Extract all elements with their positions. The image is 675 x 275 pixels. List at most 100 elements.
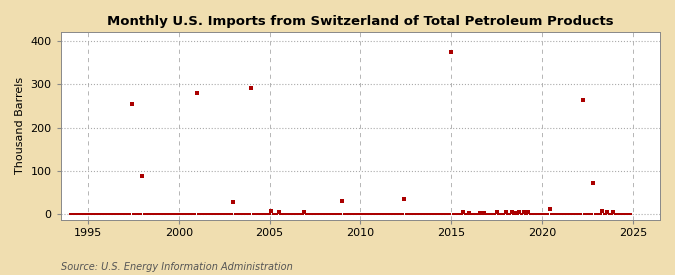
- Point: [344, 212, 355, 217]
- Point: [458, 210, 468, 214]
- Point: [84, 212, 95, 217]
- Point: [267, 212, 278, 217]
- Point: [157, 212, 167, 217]
- Point: [572, 212, 583, 217]
- Point: [260, 212, 271, 217]
- Point: [273, 210, 284, 214]
- Point: [120, 212, 131, 217]
- Point: [387, 212, 398, 217]
- Point: [199, 212, 210, 217]
- Point: [565, 212, 576, 217]
- Point: [446, 50, 456, 54]
- Point: [308, 212, 319, 217]
- Point: [422, 212, 433, 217]
- Point: [567, 212, 578, 217]
- Point: [472, 212, 483, 217]
- Point: [488, 212, 499, 217]
- Point: [420, 212, 431, 217]
- Point: [140, 212, 151, 217]
- Point: [98, 212, 109, 217]
- Point: [64, 212, 75, 217]
- Point: [360, 212, 371, 217]
- Point: [170, 212, 181, 217]
- Point: [505, 212, 516, 217]
- Point: [130, 212, 140, 217]
- Point: [340, 212, 351, 217]
- Point: [437, 212, 448, 217]
- Point: [477, 212, 488, 217]
- Point: [573, 212, 584, 217]
- Point: [167, 212, 178, 217]
- Point: [373, 212, 384, 217]
- Point: [254, 212, 265, 217]
- Point: [449, 212, 460, 217]
- Point: [494, 212, 505, 217]
- Point: [290, 212, 301, 217]
- Point: [440, 212, 451, 217]
- Point: [134, 212, 144, 217]
- Point: [175, 212, 186, 217]
- Point: [105, 212, 116, 217]
- Point: [622, 212, 632, 217]
- Point: [601, 210, 612, 214]
- Point: [99, 212, 110, 217]
- Point: [278, 212, 289, 217]
- Point: [524, 212, 535, 217]
- Point: [612, 212, 623, 217]
- Point: [349, 212, 360, 217]
- Point: [511, 211, 522, 215]
- Point: [405, 212, 416, 217]
- Point: [415, 212, 426, 217]
- Point: [298, 212, 308, 217]
- Point: [523, 210, 534, 214]
- Point: [537, 212, 547, 217]
- Point: [432, 212, 443, 217]
- Point: [493, 212, 504, 217]
- Point: [69, 212, 80, 217]
- Point: [355, 212, 366, 217]
- Point: [166, 212, 177, 217]
- Point: [88, 212, 99, 217]
- Point: [184, 212, 194, 217]
- Point: [482, 212, 493, 217]
- Point: [465, 212, 476, 217]
- Point: [473, 212, 484, 217]
- Point: [114, 212, 125, 217]
- Point: [580, 212, 591, 217]
- Point: [489, 212, 500, 217]
- Text: Source: U.S. Energy Information Administration: Source: U.S. Energy Information Administ…: [61, 262, 292, 271]
- Point: [226, 212, 237, 217]
- Point: [497, 212, 508, 217]
- Point: [333, 212, 344, 217]
- Point: [122, 212, 133, 217]
- Y-axis label: Thousand Barrels: Thousand Barrels: [15, 77, 25, 174]
- Point: [526, 212, 537, 217]
- Point: [328, 212, 339, 217]
- Point: [242, 212, 252, 217]
- Point: [533, 212, 544, 217]
- Point: [320, 212, 331, 217]
- Point: [561, 212, 572, 217]
- Point: [594, 212, 605, 217]
- Point: [626, 212, 637, 217]
- Point: [172, 212, 183, 217]
- Point: [261, 212, 272, 217]
- Point: [585, 212, 596, 217]
- Point: [163, 212, 173, 217]
- Point: [529, 212, 540, 217]
- Point: [558, 212, 568, 217]
- Point: [76, 212, 87, 217]
- Point: [237, 212, 248, 217]
- Point: [265, 209, 276, 213]
- Point: [532, 212, 543, 217]
- Point: [276, 212, 287, 217]
- Point: [92, 212, 103, 217]
- Point: [296, 212, 306, 217]
- Point: [481, 212, 491, 217]
- Point: [462, 212, 473, 217]
- Point: [181, 212, 192, 217]
- Point: [304, 212, 315, 217]
- Point: [113, 212, 124, 217]
- Point: [448, 212, 458, 217]
- Point: [154, 212, 165, 217]
